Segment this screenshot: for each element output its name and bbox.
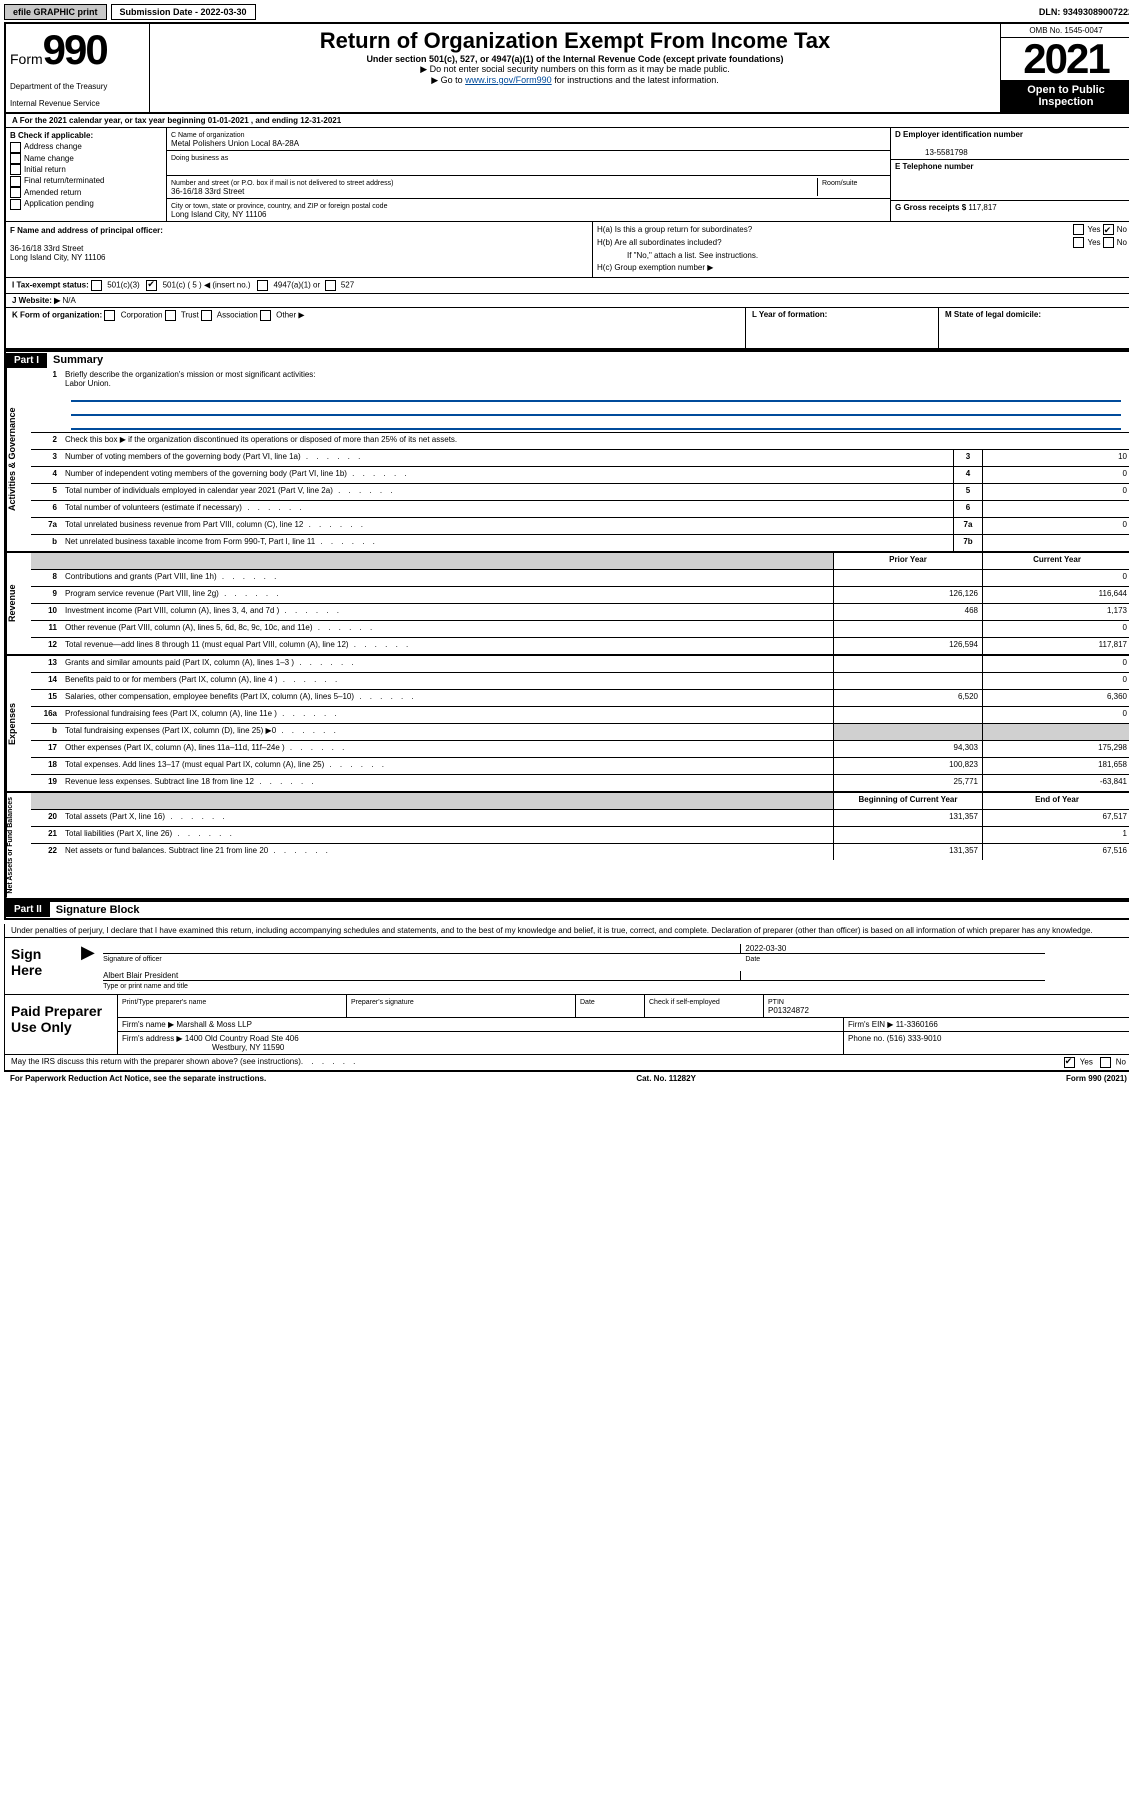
table-row: 11Other revenue (Part VIII, column (A), … <box>31 621 1129 638</box>
box-h: H(a) Is this a group return for subordin… <box>592 222 1129 277</box>
form-word: Form <box>10 51 43 67</box>
form-subtitle: Under section 501(c), 527, or 4947(a)(1)… <box>154 54 996 64</box>
table-row: 18Total expenses. Add lines 13–17 (must … <box>31 758 1129 775</box>
paid-preparer-label: Paid Preparer Use Only <box>5 995 118 1054</box>
org-name: Metal Polishers Union Local 8A-28A <box>171 139 299 148</box>
table-row: 5Total number of individuals employed in… <box>31 484 1129 501</box>
vlabel-governance: Activities & Governance <box>6 368 31 551</box>
vlabel-netassets: Net Assets or Fund Balances <box>6 793 31 898</box>
irs-label: Internal Revenue Service <box>10 99 145 108</box>
note-ssn: ▶ Do not enter social security numbers o… <box>154 64 996 75</box>
form-header: Form990 Department of the Treasury Inter… <box>4 22 1129 114</box>
org-address: 36-16/18 33rd Street <box>171 187 244 196</box>
submission-date: Submission Date - 2022-03-30 <box>111 4 256 20</box>
line-k: K Form of organization: Corporation Trus… <box>4 308 1129 350</box>
table-row: 8Contributions and grants (Part VIII, li… <box>31 570 1129 587</box>
box-b: B Check if applicable: Address change Na… <box>6 128 167 221</box>
open-inspection: Open to Public Inspection <box>1001 80 1129 112</box>
firm-addr1: 1400 Old Country Road Ste 406 <box>185 1034 299 1043</box>
table-row: 12Total revenue—add lines 8 through 11 (… <box>31 638 1129 654</box>
table-row: 20Total assets (Part X, line 16)131,3576… <box>31 810 1129 827</box>
vlabel-expenses: Expenses <box>6 656 31 791</box>
vlabel-revenue: Revenue <box>6 553 31 654</box>
table-row: 4Number of independent voting members of… <box>31 467 1129 484</box>
firm-addr2: Westbury, NY 11590 <box>122 1043 284 1052</box>
perjury-declaration: Under penalties of perjury, I declare th… <box>5 924 1129 938</box>
table-row: 7aTotal unrelated business revenue from … <box>31 518 1129 535</box>
line-a: A For the 2021 calendar year, or tax yea… <box>4 114 1129 128</box>
ein: 13-5581798 <box>895 148 968 157</box>
table-row: 22Net assets or fund balances. Subtract … <box>31 844 1129 860</box>
form-title: Return of Organization Exempt From Incom… <box>154 28 996 54</box>
tax-year: 2021 <box>1001 38 1129 80</box>
table-row: 10Investment income (Part VIII, column (… <box>31 604 1129 621</box>
dln: DLN: 93493089007222 <box>1039 7 1129 17</box>
table-row: 13Grants and similar amounts paid (Part … <box>31 656 1129 673</box>
sign-here-label: Sign Here <box>5 938 77 994</box>
box-c: C Name of organization Metal Polishers U… <box>167 128 890 221</box>
pra-notice: For Paperwork Reduction Act Notice, see … <box>10 1074 266 1083</box>
table-row: 19Revenue less expenses. Subtract line 1… <box>31 775 1129 791</box>
org-city: Long Island City, NY 11106 <box>171 210 266 219</box>
table-row: 17Other expenses (Part IX, column (A), l… <box>31 741 1129 758</box>
firm-name: Marshall & Moss LLP <box>176 1020 252 1029</box>
sign-date: 2022-03-30 <box>740 944 1045 953</box>
line-i: I Tax-exempt status: 501(c)(3) 501(c) ( … <box>4 278 1129 294</box>
table-row: 16aProfessional fundraising fees (Part I… <box>31 707 1129 724</box>
form-number: 990 <box>43 26 107 73</box>
form-footer: Form 990 (2021) <box>1066 1074 1127 1083</box>
irs-link[interactable]: www.irs.gov/Form990 <box>465 75 552 85</box>
note-link: ▶ Go to www.irs.gov/Form990 for instruct… <box>154 75 996 86</box>
table-row: 14Benefits paid to or for members (Part … <box>31 673 1129 690</box>
firm-phone: (516) 333-9010 <box>887 1034 942 1043</box>
gross-receipts: 117,817 <box>968 203 996 212</box>
table-row: 21Total liabilities (Part X, line 26)1 <box>31 827 1129 844</box>
discuss-question: May the IRS discuss this return with the… <box>11 1057 301 1068</box>
table-row: 9Program service revenue (Part VIII, lin… <box>31 587 1129 604</box>
box-f: F Name and address of principal officer:… <box>6 222 592 277</box>
table-row: bNet unrelated business taxable income f… <box>31 535 1129 551</box>
table-row: 6Total number of volunteers (estimate if… <box>31 501 1129 518</box>
table-row: 15Salaries, other compensation, employee… <box>31 690 1129 707</box>
line-j: J Website: ▶ N/A <box>4 294 1129 308</box>
efile-button[interactable]: efile GRAPHIC print <box>4 4 107 20</box>
table-row: 3Number of voting members of the governi… <box>31 450 1129 467</box>
part2-header: Part II <box>6 902 50 917</box>
part2-title: Signature Block <box>50 902 146 918</box>
part1-header: Part I <box>6 353 47 368</box>
box-de: D Employer identification number 13-5581… <box>890 128 1129 221</box>
top-bar: efile GRAPHIC print Submission Date - 20… <box>4 4 1129 20</box>
part1-title: Summary <box>47 352 109 368</box>
dept-label: Department of the Treasury <box>10 82 145 91</box>
table-row: bTotal fundraising expenses (Part IX, co… <box>31 724 1129 741</box>
firm-ein: 11-3360166 <box>896 1020 938 1029</box>
ptin: P01324872 <box>768 1006 809 1015</box>
officer-name: Albert Blair President <box>103 971 740 980</box>
cat-no: Cat. No. 11282Y <box>636 1074 696 1083</box>
mission: Labor Union. <box>65 379 111 388</box>
